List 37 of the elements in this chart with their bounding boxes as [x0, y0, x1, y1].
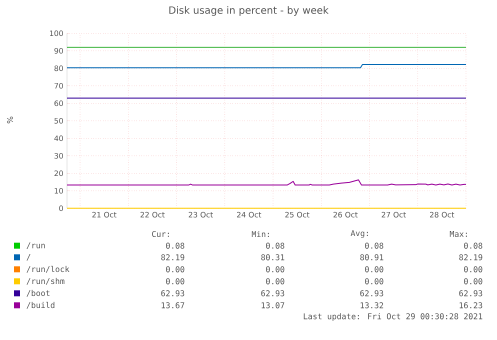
text: 0.08 — [464, 242, 482, 249]
text: 16.23 — [460, 302, 482, 308]
text: 0.00 — [365, 278, 384, 284]
text: 62.93 — [261, 290, 284, 296]
text: 0.00 — [266, 266, 284, 272]
legend-label: /boot — [26, 290, 50, 297]
text: 0.08 — [266, 242, 284, 249]
text: 0.00 — [266, 278, 284, 284]
legend-label: /run — [26, 242, 45, 249]
text: 0.00 — [464, 278, 482, 284]
text: 62.93 — [161, 290, 184, 296]
chart-title: Disk usage in percent - by week — [169, 6, 329, 16]
legend-label: /run/lock — [26, 266, 70, 273]
text: 0.08 — [365, 242, 384, 249]
text: 0.08 — [166, 242, 184, 249]
legend-label: /build — [26, 302, 54, 309]
text: 0.00 — [166, 278, 184, 284]
text: 0.00 — [464, 266, 482, 272]
text: 0.00 — [166, 266, 184, 272]
text: 80.31 — [261, 254, 284, 260]
text: 82.19 — [161, 254, 184, 260]
text: 0.00 — [365, 266, 384, 272]
text: Min: — [252, 230, 269, 238]
text: Cur: — [152, 230, 169, 238]
text: 62.93 — [459, 290, 482, 296]
text: 13.07 — [262, 302, 284, 308]
text: 82.19 — [459, 254, 482, 260]
text: 13.32 — [360, 302, 384, 308]
legend-label: / — [26, 254, 30, 261]
y-axis-title: % — [6, 116, 14, 124]
text: Max: — [450, 231, 467, 237]
legend-label: /run/shm — [26, 278, 64, 285]
text: 62.93 — [360, 290, 384, 296]
text: 13.67 — [162, 302, 184, 308]
text: Avg: — [350, 230, 368, 238]
text: 80.91 — [360, 254, 384, 260]
text: Last update: Fri Oct 29 00:30:28 2021 — [304, 313, 482, 321]
